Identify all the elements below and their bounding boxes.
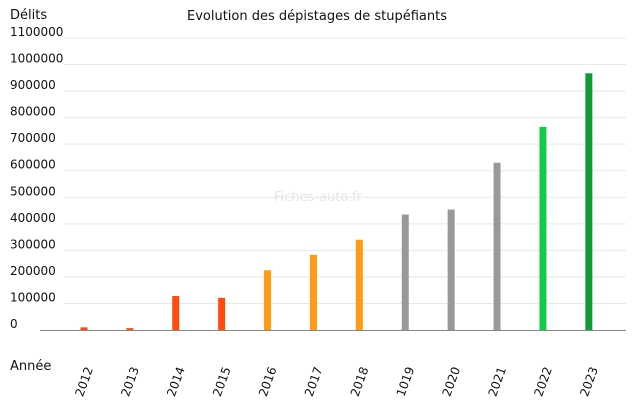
y-tick-label: 600000: [10, 158, 56, 172]
y-tick-label: 700000: [10, 131, 56, 145]
bar-2013: [126, 328, 134, 330]
bars: [80, 73, 593, 331]
y-tick-label: 1100000: [10, 25, 63, 39]
y-tick-label: 0: [10, 317, 18, 331]
bar-2020: [447, 209, 455, 330]
x-tick-label: 2018: [348, 365, 372, 398]
x-tick-label: 2014: [164, 365, 188, 398]
y-tick-label: 300000: [10, 237, 56, 251]
x-tick-label: 2023: [577, 365, 601, 398]
bar-2023: [585, 73, 593, 331]
x-tick-label: 1019: [394, 365, 418, 398]
y-tick-label: 800000: [10, 105, 56, 119]
x-tick-label: 2013: [118, 365, 142, 398]
x-tick-labels: 2012 2013 2014 2015 2016 2017 2018 1019 2020 2021…: [72, 365, 601, 398]
bar-2021: [493, 162, 501, 330]
bar-2017: [309, 254, 317, 330]
bar-2016: [264, 270, 272, 330]
chart-title: Evolution des dépistages de stupéfiants: [187, 9, 447, 24]
y-tick-label: 100000: [10, 290, 56, 304]
bar-2014: [172, 296, 180, 330]
y-tick-labels: 0 100000 200000 300000 400000 500000 600000 700…: [10, 25, 63, 331]
bar-2022: [539, 126, 547, 330]
y-axis-label: Délits: [10, 8, 47, 23]
bar-1019: [401, 214, 409, 330]
x-tick-label: 2020: [440, 365, 464, 398]
watermark-text: Fiches-auto.fr: [274, 190, 363, 205]
y-tick-label: 1000000: [10, 52, 63, 66]
grid-lines: [64, 37, 626, 304]
x-axis-label: Année: [10, 359, 51, 374]
x-tick-label: 2021: [485, 365, 509, 398]
y-tick-label: 200000: [10, 264, 56, 278]
y-tick-label: 500000: [10, 184, 56, 198]
bar-2015: [218, 297, 226, 330]
x-tick-label: 2022: [531, 365, 555, 398]
x-tick-label: 2017: [302, 365, 326, 398]
x-tick-label: 2016: [256, 365, 280, 398]
bar-2018: [355, 239, 363, 330]
y-tick-label: 900000: [10, 78, 56, 92]
y-tick-label: 400000: [10, 211, 56, 225]
x-tick-label: 2012: [72, 365, 96, 398]
x-tick-label: 2015: [210, 365, 234, 398]
bar-2012: [80, 327, 88, 330]
